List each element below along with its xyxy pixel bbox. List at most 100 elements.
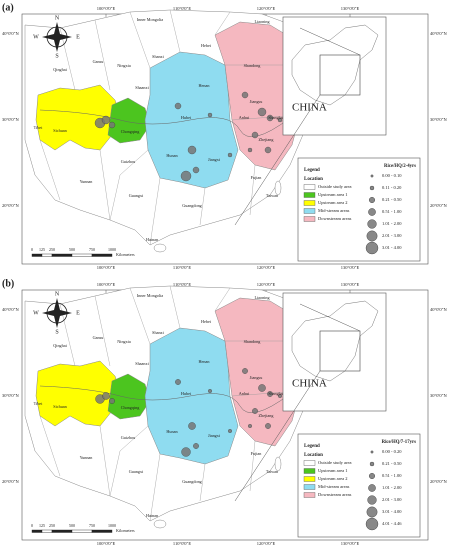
region-downstream	[214, 297, 301, 447]
province-label: Anhui	[239, 391, 250, 396]
legend-class-symbol	[368, 208, 376, 216]
map-panel: (b) 100°0'0"E 100°0'0"E 110°0'0"E 110°0'0"E 1…	[2, 278, 447, 546]
province-label: Shanghai	[268, 391, 284, 396]
legend-class-symbol	[367, 219, 377, 229]
site-marker	[207, 388, 212, 393]
inset-label: CHINA	[292, 102, 327, 114]
site-marker	[278, 393, 283, 398]
site-marker	[252, 408, 258, 414]
site-marker	[174, 102, 182, 110]
latitude-label: 40°0'0"N	[2, 307, 19, 312]
longitude-label: 110°0'0"E	[173, 6, 192, 11]
province-label: Gansu	[93, 59, 105, 64]
province-label: Hebei	[201, 319, 212, 324]
legend-swatch	[303, 468, 316, 474]
legend-swatch	[303, 492, 316, 498]
site-marker	[227, 428, 232, 433]
scale-segment	[91, 529, 113, 533]
legend-class-symbol	[367, 495, 377, 505]
legend-title: Legend	[304, 168, 320, 173]
scale-tick: 250	[49, 247, 55, 252]
scale-tick: 0	[31, 247, 33, 252]
compass-letter: W	[33, 34, 39, 40]
province-border	[169, 9, 181, 53]
province-label: Inner Mongolia	[137, 17, 163, 22]
scale-tick: 750	[89, 247, 95, 252]
scale-tick: 500	[69, 523, 75, 528]
yangtze-river	[39, 385, 291, 413]
legend-item: Downstream areas	[318, 492, 352, 497]
province-label: Liaoning	[254, 19, 270, 24]
hainan-island	[153, 519, 167, 529]
province-label: Guangdong	[182, 479, 202, 484]
legend-swatch	[303, 184, 316, 190]
province-border	[94, 19, 111, 91]
latitude-label: 20°0'0"N	[2, 203, 19, 208]
latitude-label: 30°0'0"N	[2, 117, 19, 122]
yangtze-river	[39, 109, 291, 137]
legend-class-label: 0.51 - 1.00	[382, 473, 402, 478]
hainan-island	[153, 243, 167, 253]
province-label: Shandong	[244, 339, 262, 344]
legend-class-label: 3.01 - 4.00	[382, 509, 402, 514]
taiwan-island	[274, 456, 282, 472]
inset-frame	[282, 292, 387, 412]
province-label: Hebei	[201, 43, 212, 48]
province-label: Zhejiang	[259, 413, 275, 418]
province-label: Hunan	[166, 153, 178, 158]
province-label: Jiangsu	[250, 99, 263, 104]
inset-connector	[299, 27, 361, 56]
scale-tick: 750	[89, 523, 95, 528]
legend-class-symbol	[369, 472, 376, 479]
site-marker	[267, 391, 273, 397]
legend-box	[297, 157, 421, 262]
compass: N E S W	[33, 291, 80, 335]
scale-segment	[31, 253, 43, 257]
legend-class-label: 2.01 - 3.00	[382, 233, 402, 238]
scale-tick: 500	[69, 247, 75, 252]
province-label: Inner Mongolia	[137, 293, 163, 298]
panel-label: (a)	[2, 2, 14, 13]
legend-item: Downstream areas	[318, 216, 352, 221]
inset-connector	[234, 94, 321, 226]
legend-class-symbol	[369, 461, 375, 467]
scale-segment	[51, 253, 73, 257]
region-upstream-1	[107, 97, 151, 144]
province-label: Liaoning	[254, 295, 270, 300]
scale-tick: 1000	[108, 523, 116, 528]
legend-class-label: 1.01 - 2.00	[382, 485, 402, 490]
legend-item: Mid-stream areas	[318, 484, 350, 489]
scale-segment	[91, 253, 113, 257]
taiwan-island	[274, 180, 282, 196]
site-marker	[192, 166, 200, 174]
compass-letter: N	[55, 291, 60, 297]
region-mid-stream	[144, 51, 239, 189]
legend-swatch	[303, 460, 316, 466]
region-upstream-1	[107, 373, 151, 420]
compass-letter: S	[55, 53, 58, 59]
province-label: Yunnan	[80, 179, 94, 184]
province-border	[99, 425, 111, 497]
province-border	[94, 295, 111, 367]
latitude-label: 30°0'0"N	[2, 393, 19, 398]
legend-class-label: 4.01 - 4.46	[382, 521, 402, 526]
province-border	[109, 149, 149, 221]
legend-class-label: 0.21 - 0.50	[382, 461, 402, 466]
compass-letter: W	[33, 310, 39, 316]
legend-swatch	[303, 208, 316, 214]
legend-class-label: 1.01 - 2.00	[382, 221, 402, 226]
province-label: Zhejiang	[259, 137, 275, 142]
legend-class-symbol	[365, 241, 379, 255]
compass: N E S W	[33, 15, 80, 59]
scale-tick: 125	[39, 247, 45, 252]
province-border	[214, 287, 231, 312]
longitude-label: 130°0'0"E	[341, 6, 360, 11]
province-border	[199, 463, 206, 502]
scale-tick: 1000	[108, 247, 116, 252]
legend-class-symbol	[366, 506, 378, 518]
inset-study-box	[319, 54, 361, 96]
legend-class-label: 0.51 - 1.00	[382, 209, 402, 214]
province-label: Hubei	[181, 391, 192, 396]
province-label: Tibet	[34, 401, 44, 406]
